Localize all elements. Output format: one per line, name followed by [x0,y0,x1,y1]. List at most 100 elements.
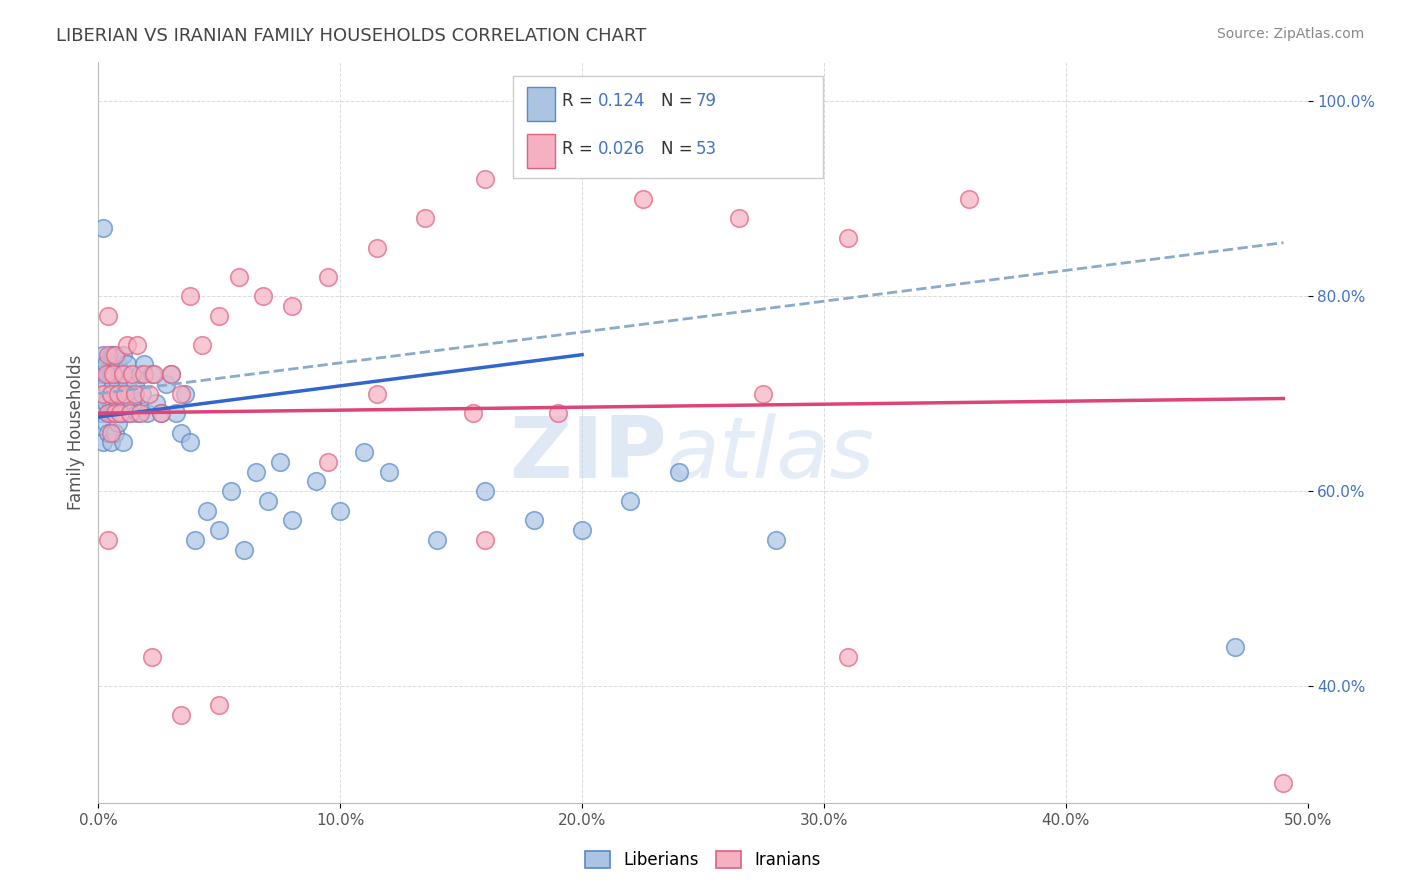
Point [101,376,124,391]
Point [281,513,304,527]
Text: N =: N = [661,140,697,158]
Point [94,358,117,372]
Point [269,455,291,469]
Text: 0.026: 0.026 [598,140,645,158]
Point [114,367,136,381]
Point [141,649,163,664]
Point [752,386,775,401]
Point [191,338,214,352]
Point [94,367,117,381]
Point [1272,776,1295,790]
Point [1223,640,1246,654]
Point [252,289,274,303]
Text: LIBERIAN VS IRANIAN FAMILY HOUSEHOLDS CORRELATION CHART: LIBERIAN VS IRANIAN FAMILY HOUSEHOLDS CO… [56,27,647,45]
Point [90,367,112,381]
Point [100,386,122,401]
Point [91,386,114,401]
Point [111,406,134,420]
Point [108,386,131,401]
Point [728,211,751,226]
Point [91,348,114,362]
Point [91,435,114,450]
Text: R =: R = [562,93,599,111]
Point [90,406,112,420]
Point [668,465,690,479]
Point [94,416,117,430]
Point [179,289,201,303]
Point [366,240,388,255]
Point [100,435,122,450]
Point [208,309,231,323]
Point [195,503,218,517]
Point [117,358,139,372]
Point [97,309,120,323]
Point [101,406,124,420]
Point [141,367,163,381]
Point [184,533,207,547]
Point [837,649,859,664]
Point [111,386,134,401]
Point [474,533,496,547]
Point [281,299,304,313]
Point [91,386,114,401]
Point [169,386,191,401]
Point [228,269,250,284]
Point [571,523,593,537]
Point [107,386,129,401]
Point [111,435,134,450]
Point [127,338,149,352]
Point [114,396,136,410]
Legend: Liberians, Iranians: Liberians, Iranians [579,845,827,876]
Point [547,133,569,147]
Point [108,406,131,420]
Point [150,406,173,420]
Point [143,367,166,381]
Point [619,493,641,508]
Point [107,396,129,410]
Point [128,406,150,420]
Point [111,367,134,381]
Point [134,358,156,372]
Text: N =: N = [661,93,697,111]
Point [117,376,139,391]
Point [97,533,120,547]
Point [426,533,449,547]
Point [160,367,183,381]
Text: ZIP: ZIP [509,413,666,496]
Point [94,396,117,410]
Point [107,416,129,430]
Point [245,465,267,479]
Point [118,386,141,401]
Point [127,406,149,420]
Point [108,367,131,381]
Point [108,406,131,420]
Point [117,338,139,352]
Point [765,533,787,547]
Point [377,465,399,479]
Point [631,192,654,206]
Point [957,192,980,206]
Point [169,425,191,440]
Point [124,376,146,391]
Point [104,406,127,420]
Point [232,542,254,557]
Point [100,367,122,381]
Point [366,386,388,401]
Point [128,367,150,381]
Point [155,376,177,391]
Point [104,367,127,381]
Point [114,386,136,401]
Point [134,367,156,381]
Point [118,406,141,420]
Point [160,367,183,381]
Point [316,269,339,284]
Point [111,348,134,362]
Point [353,445,375,459]
Point [97,406,120,420]
Point [413,211,436,226]
Point [118,406,141,420]
Point [305,475,328,489]
Point [94,376,117,391]
Point [101,367,124,381]
Point [179,435,201,450]
